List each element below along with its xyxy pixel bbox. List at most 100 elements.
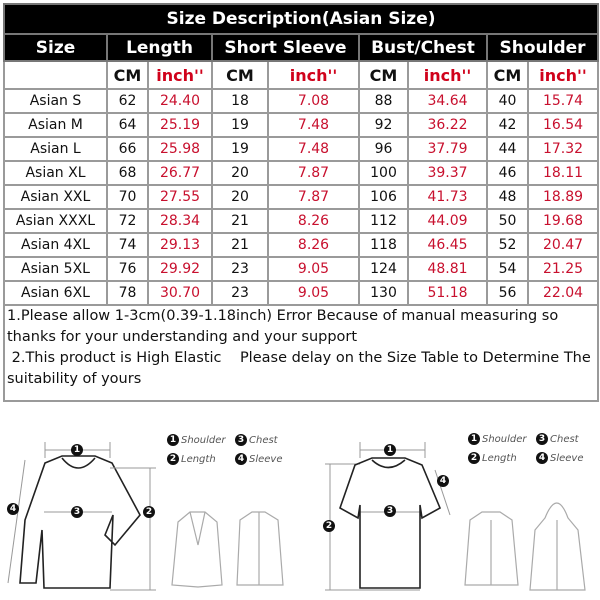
size-cell: Asian 5XL [3, 256, 108, 282]
cm-cell: 74 [106, 232, 149, 258]
legend-sleeve: 4 Sleeve [536, 452, 584, 464]
unit-inch: inch'' [267, 60, 360, 90]
size-cell: Asian 6XL [3, 280, 108, 306]
inch-cell: 25.19 [147, 112, 213, 138]
table-row: Asian XL 68 26.77 20 7.87 100 39.37 46 18.11 [3, 160, 600, 186]
marker-4: 4 [437, 475, 449, 487]
header-bust-chest: Bust/Chest [358, 33, 488, 62]
header-size: Size [3, 33, 108, 62]
legend-shoulder: 1 Shoulder [167, 434, 226, 446]
header-shoulder: Shoulder [485, 33, 600, 62]
legend-chest: 3 Chest [536, 433, 579, 445]
cm-cell: 46 [486, 160, 529, 186]
table-row: Asian 4XL 74 29.13 21 8.26 118 46.45 52 20.47 [3, 232, 600, 258]
t-shirt-icon [339, 457, 442, 589]
inch-cell: 16.54 [526, 112, 600, 138]
cm-cell: 19 [211, 112, 269, 138]
header-length: Length [106, 33, 213, 62]
inch-cell: 7.48 [267, 136, 360, 162]
cm-cell: 130 [358, 280, 409, 306]
long-sleeve-shirt-icon [19, 455, 141, 589]
cm-cell: 56 [486, 280, 529, 306]
cm-cell: 62 [106, 88, 149, 114]
garment-drawings [7, 442, 586, 591]
cm-cell: 48 [486, 184, 529, 210]
size-cell: Asian 4XL [3, 232, 108, 258]
cm-cell: 21 [211, 208, 269, 234]
inch-cell: 44.09 [407, 208, 488, 234]
subheader-empty [3, 60, 108, 90]
inch-cell: 7.48 [267, 112, 360, 138]
cm-cell: 78 [106, 280, 149, 306]
table-row: Asian XXL 70 27.55 20 7.87 106 41.73 48 18.89 [3, 184, 600, 210]
cm-cell: 40 [486, 88, 529, 114]
unit-cm: CM [486, 60, 529, 90]
legend-label: Length [181, 453, 216, 465]
cm-cell: 96 [358, 136, 409, 162]
size-chart-table: Size Description(Asian Size) Size Length… [2, 3, 600, 402]
legend-chest: 3 Chest [235, 434, 278, 446]
notes-row: 1.Please allow 1-3cm(0.39-1.18inch) Erro… [2, 304, 600, 402]
marker-2: 2 [323, 520, 335, 532]
legend-sleeve: 4 Sleeve [235, 453, 283, 465]
unit-cm: CM [358, 60, 409, 90]
cm-cell: 23 [211, 256, 269, 282]
inch-cell: 22.04 [526, 280, 600, 306]
legend-number: 1 [167, 434, 179, 446]
legend-number: 2 [468, 452, 480, 464]
cm-cell: 66 [106, 136, 149, 162]
inch-cell: 18.11 [526, 160, 600, 186]
table-row: Asian S 62 24.40 18 7.08 88 34.64 40 15.74 [3, 88, 600, 114]
inch-cell: 17.32 [526, 136, 600, 162]
inch-cell: 8.26 [267, 232, 360, 258]
legend-number: 4 [536, 452, 548, 464]
inch-cell: 36.22 [407, 112, 488, 138]
inch-cell: 29.13 [147, 232, 213, 258]
size-cell: Asian XL [3, 160, 108, 186]
marker-2: 2 [143, 506, 155, 518]
cm-cell: 100 [358, 160, 409, 186]
cm-cell: 112 [358, 208, 409, 234]
inch-cell: 19.68 [526, 208, 600, 234]
legend-shoulder: 1 Shoulder [468, 433, 527, 445]
inch-cell: 51.18 [407, 280, 488, 306]
marker-1: 1 [71, 444, 83, 456]
inch-cell: 9.05 [267, 280, 360, 306]
inch-cell: 28.34 [147, 208, 213, 234]
inch-cell: 21.25 [526, 256, 600, 282]
cm-cell: 72 [106, 208, 149, 234]
marker-3: 3 [384, 505, 396, 517]
cm-cell: 23 [211, 280, 269, 306]
notes-cell: 1.Please allow 1-3cm(0.39-1.18inch) Erro… [2, 304, 600, 402]
marker-3: 3 [71, 506, 83, 518]
cm-cell: 92 [358, 112, 409, 138]
legend-length: 2 Length [468, 452, 517, 464]
cm-cell: 19 [211, 136, 269, 162]
legend-number: 2 [167, 453, 179, 465]
size-cell: Asian XXXL [3, 208, 108, 234]
inch-cell: 29.92 [147, 256, 213, 282]
cm-cell: 52 [486, 232, 529, 258]
inch-cell: 41.73 [407, 184, 488, 210]
cm-cell: 50 [486, 208, 529, 234]
unit-cm: CM [211, 60, 269, 90]
inch-cell: 7.08 [267, 88, 360, 114]
table-row: Asian M 64 25.19 19 7.48 92 36.22 42 16.54 [3, 112, 600, 138]
cm-cell: 21 [211, 232, 269, 258]
unit-inch: inch'' [526, 60, 600, 90]
inch-cell: 30.70 [147, 280, 213, 306]
note-text: 2.This product is High Elastic Please de… [7, 350, 596, 387]
legend-label: Chest [249, 434, 278, 446]
inch-cell: 20.47 [526, 232, 600, 258]
cm-cell: 20 [211, 160, 269, 186]
inch-cell: 26.77 [147, 160, 213, 186]
legend-label: Length [482, 452, 517, 464]
inch-cell: 8.26 [267, 208, 360, 234]
legend-number: 1 [468, 433, 480, 445]
inch-cell: 24.40 [147, 88, 213, 114]
table-row: Asian 6XL 78 30.70 23 9.05 130 51.18 56 22.04 [3, 280, 600, 306]
cm-cell: 18 [211, 88, 269, 114]
inch-cell: 46.45 [407, 232, 488, 258]
table-row: Asian XXXL 72 28.34 21 8.26 112 44.09 50 19.68 [3, 208, 600, 234]
table-title: Size Description(Asian Size) [2, 3, 600, 35]
